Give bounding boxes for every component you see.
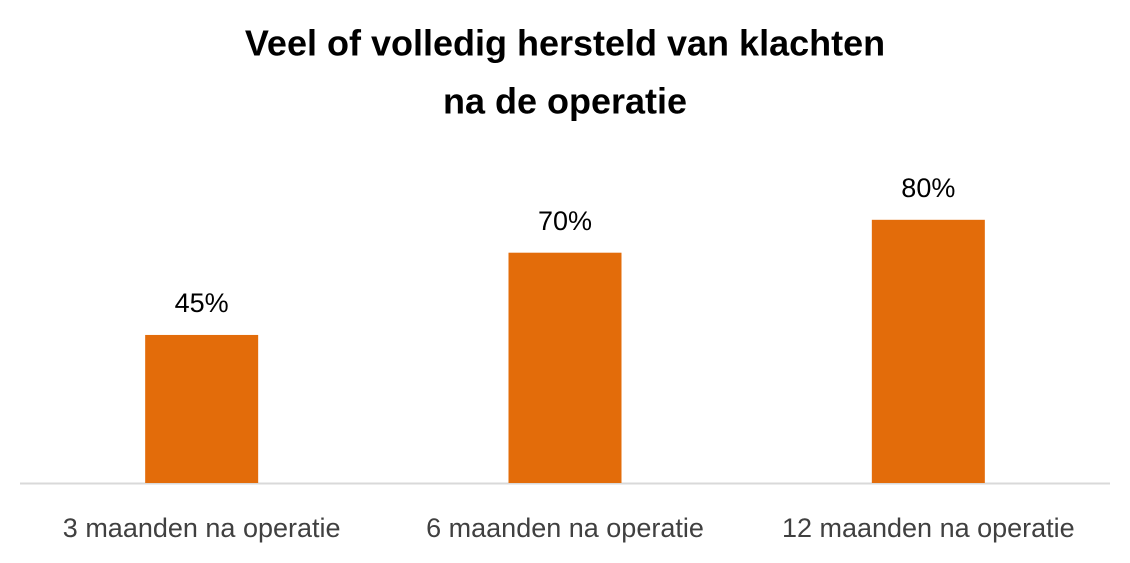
bar [871,219,985,484]
value-label: 70% [538,206,592,236]
bar [508,252,622,483]
bar [145,334,259,483]
chart-title: na de operatie [443,81,687,122]
x-tick-label: 6 maanden na operatie [426,513,704,543]
chart-title: Veel of volledig hersteld van klachten [245,23,885,64]
value-label: 45% [175,288,229,318]
value-label: 80% [901,173,955,203]
x-tick-label: 3 maanden na operatie [63,513,341,543]
x-tick-label: 12 maanden na operatie [782,513,1075,543]
